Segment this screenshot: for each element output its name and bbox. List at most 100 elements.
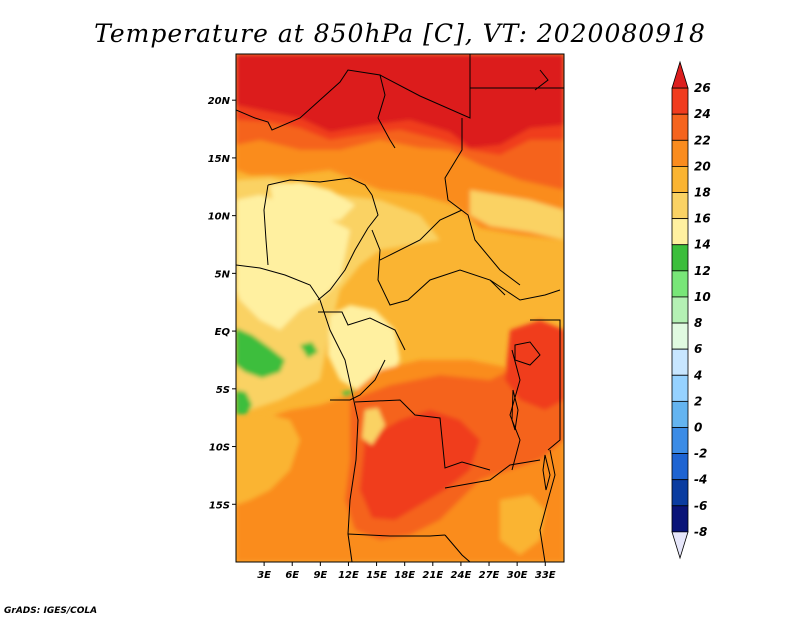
map-frame	[235, 53, 565, 563]
band-12-14-coast	[236, 328, 285, 378]
colorbar-top-triangle	[671, 60, 689, 89]
coast-lake-malawi	[542, 454, 551, 491]
band-16-18-angola-plateau	[362, 408, 385, 445]
border-namibia-botswana	[444, 534, 471, 562]
border-great-lakes	[509, 349, 521, 471]
border-zambia	[444, 459, 541, 489]
border-drc-west	[330, 359, 386, 401]
band-16-18-east	[470, 190, 564, 240]
colorbar-label: -8	[694, 525, 707, 539]
lat-tick-label: 15S	[209, 500, 230, 511]
border-south-sudan	[489, 279, 561, 301]
coast-lake-victoria	[514, 341, 541, 366]
lon-tick-label: 30E	[507, 570, 528, 581]
lat-tick-label: 10S	[209, 443, 230, 454]
lat-tick-label: 5N	[215, 269, 231, 280]
lon-tick-label: 12E	[338, 570, 359, 581]
colorbar-swatch	[671, 87, 689, 115]
plot-title: Temperature at 850hPa [C], VT: 202008091…	[94, 19, 706, 48]
colorbar-label: 16	[694, 212, 711, 226]
colorbar-label: 6	[694, 342, 702, 356]
colorbar-label: 26	[694, 81, 711, 95]
colorbar-label: -6	[694, 499, 707, 513]
lon-tick-label: 6E	[285, 570, 299, 581]
lon-tick-label: 21E	[422, 570, 443, 581]
coast-lake-tanganyika	[511, 389, 519, 431]
border-chad-libya	[379, 54, 471, 119]
lon-tick-label: 3E	[257, 570, 271, 581]
border-cameroon-car	[371, 229, 506, 306]
colorbar-label: 14	[694, 238, 711, 252]
colorbar-swatch	[671, 244, 689, 272]
band-18-20-southwest	[236, 412, 300, 505]
border-drc-angola	[354, 399, 491, 471]
colorbar-label: -4	[694, 473, 707, 487]
lon-tick-label: 15E	[366, 570, 387, 581]
colorbar-label: 4	[693, 368, 702, 382]
border-congo-gabon	[318, 311, 406, 351]
border-nigeria-cameroon	[317, 194, 379, 301]
colorbar-label: 0	[694, 420, 702, 434]
longitude-axis: 3E 6E 9E 12E 15E 18E 21E 24E 27E 30E 33E	[257, 562, 556, 581]
colorbar-swatch	[671, 166, 689, 193]
colorbar-swatch	[671, 218, 689, 246]
colorbar-swatch	[671, 427, 689, 454]
colorbar-swatch	[671, 192, 689, 220]
colorbar-label: 2	[694, 394, 702, 408]
colorbar-swatch	[671, 113, 689, 141]
country-borders	[236, 54, 564, 562]
colorbar-label: 20	[694, 159, 711, 173]
lat-tick-label: 20N	[208, 96, 231, 107]
colorbar-swatch	[671, 270, 689, 298]
border-chad-sudan	[444, 118, 521, 286]
band-12-14-gulf	[300, 342, 318, 358]
colorbar-label: -2	[694, 447, 707, 461]
lat-tick-label: EQ	[215, 327, 231, 338]
latitude-axis: 20N 15N 10N 5N EQ 5S 10S 15S	[208, 96, 236, 511]
band-14-16-north	[270, 182, 355, 222]
coastline-west-africa	[236, 264, 359, 562]
colorbar-swatch	[671, 453, 689, 481]
lon-tick-label: 18E	[394, 570, 415, 581]
coast-red-sea	[534, 69, 549, 91]
colorbar-label: 12	[694, 264, 711, 278]
band-12-14-angola-coast	[236, 390, 252, 415]
border-mozambique	[539, 449, 556, 562]
lon-tick-label: 24E	[451, 570, 472, 581]
border-angola-namibia	[347, 533, 446, 537]
colorbar-label: 8	[694, 316, 702, 330]
map-panel	[236, 54, 564, 562]
band-18-20-south-tip	[500, 495, 545, 555]
border-car-chad	[379, 209, 463, 261]
colorbar-swatch	[671, 296, 689, 324]
lon-tick-label: 9E	[313, 570, 327, 581]
band-14-16-west	[236, 195, 350, 330]
colorbar-label: 24	[694, 107, 711, 121]
lat-tick-label: 15N	[208, 154, 231, 165]
credit-text: GrADS: IGES/COLA	[4, 606, 97, 616]
lat-tick-label: 5S	[216, 385, 230, 396]
colorbar-swatch	[671, 348, 689, 376]
border-sahara-west	[236, 69, 396, 149]
colorbar-swatch	[671, 139, 689, 167]
lat-tick-label: 10N	[208, 212, 231, 223]
colorbar-swatch	[671, 479, 689, 507]
colorbar-label: 18	[694, 186, 711, 200]
colorbar-swatch	[671, 322, 689, 350]
border-niger-nigeria	[267, 177, 373, 196]
colorbar-label: 10	[694, 290, 711, 304]
colorbar-label: 22	[694, 133, 711, 147]
colorbar-swatch	[671, 505, 689, 533]
band-24-26-south	[360, 410, 480, 520]
border-tanzania	[530, 319, 561, 451]
border-benin	[263, 184, 269, 266]
lon-tick-label: 33E	[535, 570, 556, 581]
band-26-plus-north	[236, 54, 564, 148]
colorbar-swatch	[671, 374, 689, 402]
colorbar-swatch	[671, 400, 689, 428]
lon-tick-label: 27E	[479, 570, 500, 581]
colorbar-bottom-triangle	[671, 531, 689, 560]
band-24-26-east	[505, 320, 564, 410]
